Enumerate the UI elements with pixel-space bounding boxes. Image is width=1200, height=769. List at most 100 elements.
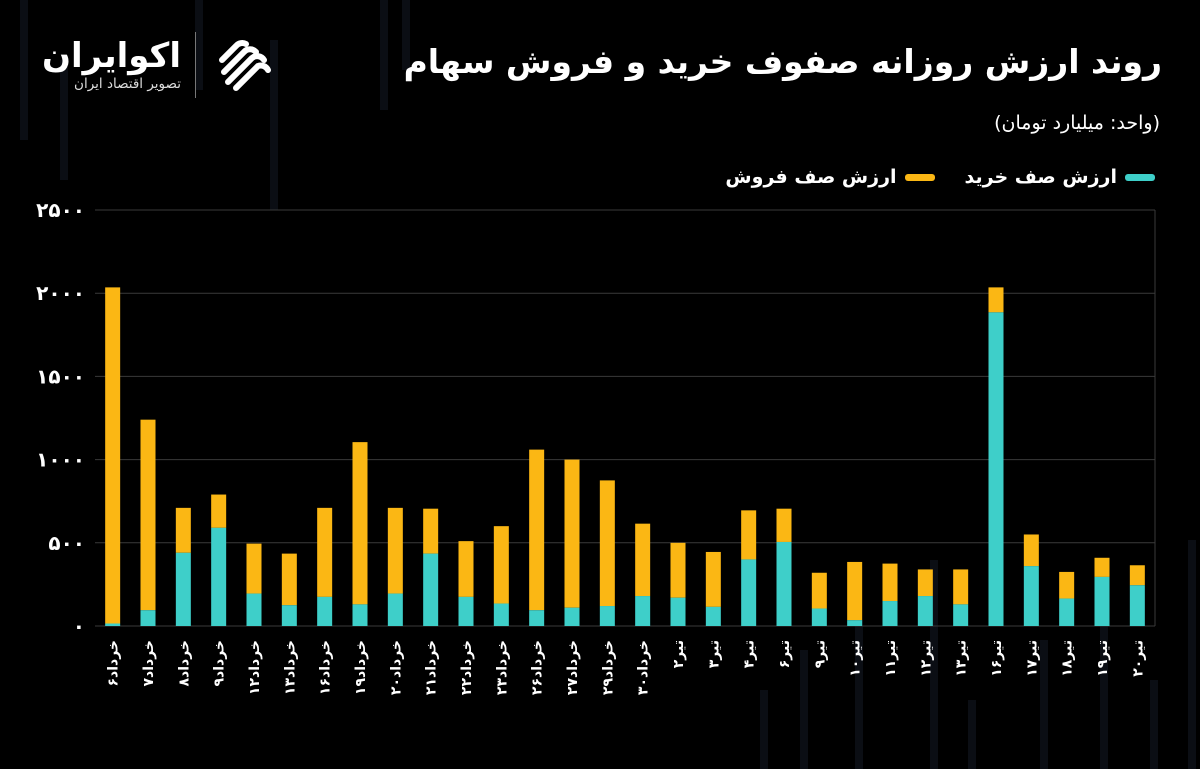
x-tick-label: تیر۴ bbox=[742, 640, 758, 668]
bar-sell bbox=[599, 480, 615, 607]
x-tick-label: خرداد۱۶ bbox=[318, 640, 334, 695]
background-candle bbox=[760, 690, 768, 769]
bar-buy bbox=[599, 606, 615, 626]
bar-sell bbox=[776, 508, 792, 542]
x-tick-label: خرداد۳۰ bbox=[636, 640, 652, 695]
bar-sell bbox=[670, 542, 686, 598]
bar-buy bbox=[529, 610, 545, 626]
legend-label-sell: ارزش صف فروش bbox=[725, 166, 897, 188]
bar-buy bbox=[988, 312, 1004, 626]
x-tick-label: خرداد۱۲ bbox=[247, 640, 263, 695]
bar-sell bbox=[211, 494, 227, 528]
x-tick-label: تیر۱۸ bbox=[1060, 640, 1076, 677]
x-tick-label: تیر۹ bbox=[812, 640, 828, 668]
bar-sell bbox=[529, 449, 545, 611]
x-tick-label: تیر۱۱ bbox=[883, 640, 899, 677]
bar-buy bbox=[811, 608, 827, 626]
bar-sell bbox=[635, 523, 651, 597]
bar-buy bbox=[705, 606, 721, 626]
logo-subtitle: تصویر اقتصاد ایران bbox=[74, 75, 181, 92]
bar-sell bbox=[105, 287, 121, 624]
bar-buy bbox=[1094, 576, 1110, 626]
bar-sell bbox=[140, 419, 156, 611]
x-tick-label: تیر۱۷ bbox=[1024, 640, 1040, 677]
x-tick-label: خرداد۲۳ bbox=[494, 640, 510, 695]
bar-sell bbox=[847, 561, 863, 621]
bar-sell bbox=[317, 507, 333, 597]
bar-buy bbox=[953, 604, 969, 626]
bar-sell bbox=[423, 508, 439, 554]
background-candle bbox=[1188, 540, 1196, 769]
x-tick-label: خرداد۱۹ bbox=[353, 640, 369, 695]
background-candle bbox=[1100, 600, 1108, 769]
bar-buy bbox=[211, 527, 227, 626]
x-tick-label: تیر۲ bbox=[671, 640, 687, 668]
bar-sell bbox=[741, 510, 757, 560]
y-tick-label: ۲۵۰۰ bbox=[36, 198, 85, 222]
y-tick-label: ۱۰۰۰ bbox=[36, 448, 85, 472]
bar-buy bbox=[317, 596, 333, 626]
unit-label: (واحد: میلیارد تومان) bbox=[994, 112, 1160, 134]
legend-swatch-sell bbox=[904, 173, 935, 181]
bar-sell bbox=[352, 442, 368, 605]
background-candle bbox=[270, 40, 278, 210]
x-tick-label: تیر۱۰ bbox=[848, 640, 864, 677]
logo-name: اکوایران bbox=[42, 36, 181, 77]
bar-sell bbox=[882, 563, 898, 602]
x-tick-label: خرداد۲۷ bbox=[565, 640, 581, 695]
y-tick-label: ۲۰۰۰ bbox=[36, 281, 85, 305]
x-tick-label: خرداد۲۱ bbox=[424, 640, 440, 695]
background-candle bbox=[195, 0, 203, 90]
bar-sell bbox=[1129, 565, 1145, 586]
x-tick-label: تیر۱۶ bbox=[989, 640, 1005, 677]
background-candle bbox=[1040, 640, 1048, 769]
bar-buy bbox=[140, 610, 156, 626]
x-tick-label: تیر۳ bbox=[706, 640, 722, 668]
x-tick-label: تیر۱۲ bbox=[918, 640, 934, 677]
bar-sell bbox=[988, 287, 1004, 313]
legend: ارزش صف خرید ارزش صف فروش bbox=[725, 166, 1155, 188]
y-tick-label: ۰ bbox=[73, 614, 85, 638]
x-tick-label: خرداد۲۲ bbox=[459, 640, 475, 695]
y-tick-label: ۵۰۰ bbox=[48, 531, 85, 555]
bar-sell bbox=[175, 507, 191, 553]
bar-sell bbox=[564, 459, 580, 608]
background-candle bbox=[930, 560, 938, 769]
bar-buy bbox=[635, 596, 651, 626]
legend-item-buy: ارزش صف خرید bbox=[965, 166, 1155, 188]
background-candle bbox=[1150, 680, 1158, 769]
background-candle bbox=[60, 60, 68, 180]
brand-logo: اکوایران تصویر اقتصاد ایران bbox=[42, 30, 280, 100]
bar-sell bbox=[917, 569, 933, 597]
x-tick-label: خرداد۲۹ bbox=[600, 640, 616, 695]
bar-sell bbox=[953, 569, 969, 605]
bar-buy bbox=[458, 596, 474, 626]
bar-buy bbox=[105, 623, 121, 626]
bar-sell bbox=[705, 551, 721, 607]
background-candle bbox=[968, 700, 976, 769]
bar-sell bbox=[458, 541, 474, 597]
logo-text: اکوایران تصویر اقتصاد ایران bbox=[42, 36, 181, 92]
x-tick-label: خرداد۲۶ bbox=[530, 640, 546, 695]
bar-buy bbox=[246, 593, 262, 626]
bar-buy bbox=[352, 604, 368, 626]
bar-buy bbox=[670, 597, 686, 626]
x-tick-label: تیر۱۳ bbox=[954, 640, 970, 677]
bar-buy bbox=[493, 603, 509, 626]
bar-buy bbox=[917, 596, 933, 626]
bar-buy bbox=[387, 593, 403, 626]
x-tick-label: تیر۶ bbox=[777, 640, 793, 668]
bar-buy bbox=[776, 541, 792, 626]
chart-title: روند ارزش روزانه صفوف خرید و فروش سهام bbox=[403, 42, 1162, 81]
background-candle bbox=[855, 620, 863, 769]
x-tick-label: تیر۲۰ bbox=[1130, 640, 1146, 677]
background-candle bbox=[800, 650, 808, 769]
legend-item-sell: ارزش صف فروش bbox=[725, 166, 935, 188]
ecoiran-swirl-icon bbox=[219, 40, 271, 91]
y-tick-label: ۱۵۰۰ bbox=[36, 364, 85, 388]
bar-buy bbox=[564, 607, 580, 626]
bar-sell bbox=[1023, 534, 1039, 567]
x-tick-label: خرداد۷ bbox=[141, 640, 157, 687]
legend-swatch-buy bbox=[1125, 173, 1155, 181]
bar-sell bbox=[493, 526, 509, 604]
